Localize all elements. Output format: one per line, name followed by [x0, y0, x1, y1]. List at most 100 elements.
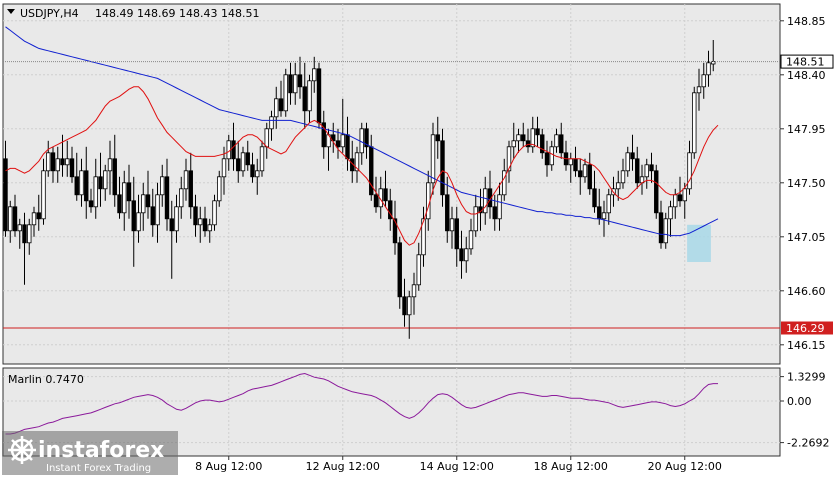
candle — [340, 98, 345, 153]
candle — [335, 128, 341, 159]
candle-body — [502, 170, 507, 196]
candle-body — [302, 86, 307, 112]
candle — [22, 212, 27, 285]
candle-body — [117, 194, 122, 214]
candle-body — [278, 98, 284, 112]
ma-fast-line — [5, 86, 719, 246]
candle-body — [483, 188, 488, 214]
candle-body — [8, 206, 13, 232]
candle — [179, 176, 184, 219]
candle-body — [179, 188, 184, 208]
candle-body — [440, 140, 445, 196]
candle-body — [364, 128, 369, 148]
marlin-grid — [3, 368, 780, 456]
price-tick-label: 147.50 — [787, 177, 826, 190]
candle-body — [397, 242, 402, 298]
candle-body — [516, 134, 521, 142]
candle-body — [60, 158, 65, 166]
ma-slow-line — [5, 26, 719, 237]
candle-body — [321, 122, 326, 148]
candle — [103, 164, 108, 201]
candle — [383, 170, 388, 207]
time-tick-label: 20 Aug 12:00 — [648, 460, 722, 473]
candle-body — [701, 74, 706, 88]
time-tick-label: 14 Aug 12:00 — [420, 460, 494, 473]
candle — [174, 194, 179, 243]
dropdown-triangle-icon[interactable] — [7, 9, 15, 14]
candle-body — [331, 134, 336, 142]
candle — [136, 194, 141, 243]
candle-body — [682, 188, 687, 202]
candle — [601, 200, 607, 237]
candle — [521, 122, 526, 147]
marlin-tick-label: 0.00 — [787, 395, 812, 408]
candle-body — [297, 74, 303, 88]
candle-body — [340, 134, 345, 148]
candle-body — [407, 296, 412, 316]
candle — [582, 158, 588, 183]
candle-body — [497, 194, 502, 220]
marlin-tick-label: 1.3299 — [787, 371, 826, 384]
candle-body — [131, 200, 136, 232]
candle — [169, 200, 174, 279]
candle-body — [141, 194, 146, 214]
candle-body — [677, 194, 683, 202]
candle — [160, 164, 165, 207]
candle-body — [212, 200, 217, 226]
candle-body — [521, 134, 526, 142]
candle — [112, 134, 117, 207]
candle — [483, 176, 488, 225]
price-tick-label: 148.85 — [787, 15, 826, 28]
candle — [464, 236, 469, 273]
candle-body — [17, 224, 22, 232]
candle-body — [288, 74, 293, 94]
candle — [630, 134, 635, 171]
candle-body — [530, 128, 535, 148]
ohlc-values: 148.49 148.69 148.43 148.51 — [95, 7, 259, 20]
candle-body — [74, 176, 79, 196]
candle-body — [663, 218, 668, 244]
price-panel-background — [2, 3, 781, 365]
candle — [65, 140, 70, 177]
candle-body — [554, 134, 559, 148]
candle — [530, 116, 535, 153]
candle-body — [231, 140, 236, 160]
logo-star-icon — [8, 436, 36, 464]
price-tick-label: 147.95 — [787, 123, 826, 136]
candle-body — [696, 86, 702, 94]
current-price-tag — [780, 54, 834, 69]
candle-body — [69, 158, 75, 178]
candle-body — [98, 176, 103, 190]
candle — [606, 188, 611, 225]
candle-body — [264, 128, 269, 148]
candle-body — [312, 68, 317, 82]
candle-body — [549, 146, 554, 166]
candle — [445, 176, 450, 243]
candle-body — [221, 158, 227, 178]
candle-body — [188, 170, 193, 208]
candle — [145, 170, 151, 219]
level-price-label: 146.29 — [786, 322, 825, 335]
candle-body — [578, 170, 583, 178]
candle — [131, 176, 136, 267]
candle-body — [644, 164, 649, 178]
candle — [50, 146, 56, 183]
candle-body — [93, 176, 98, 208]
candle — [321, 110, 326, 159]
candle-body — [430, 134, 436, 184]
candle — [687, 140, 692, 195]
candle — [516, 128, 521, 153]
candle — [644, 158, 649, 189]
candle-body — [250, 164, 255, 178]
candle — [459, 230, 464, 279]
candle — [212, 194, 217, 231]
candle-body — [525, 140, 531, 148]
time-axis: 8 Aug 12:00 12 Aug 12:00 14 Aug 12:00 18 Au… — [195, 456, 722, 473]
candle — [93, 158, 98, 219]
candle — [98, 152, 103, 207]
current-price-label: 148.51 — [786, 56, 825, 69]
candle-body — [468, 230, 474, 250]
highlight-zone — [687, 224, 711, 262]
